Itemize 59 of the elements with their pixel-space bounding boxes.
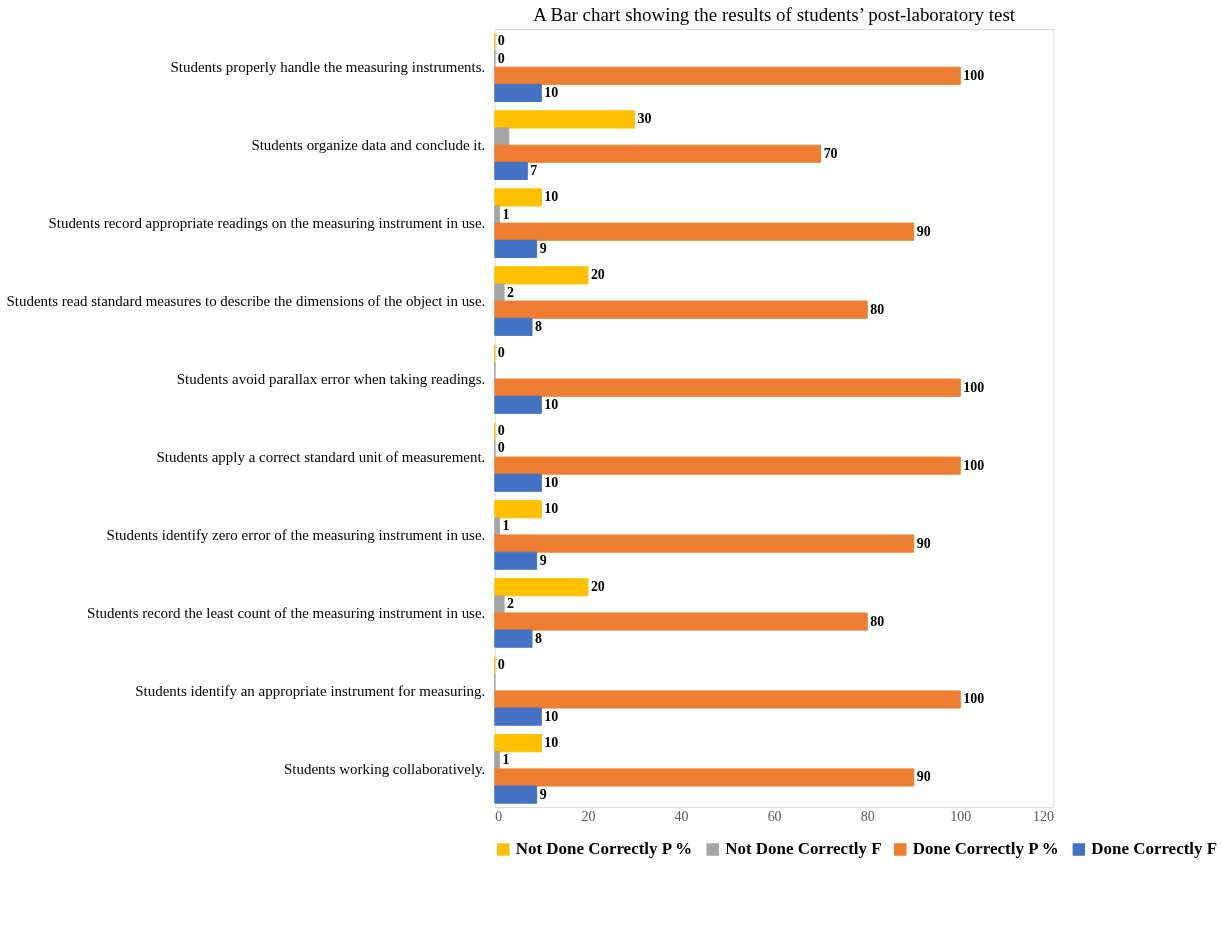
x-tick-label: 60 bbox=[767, 808, 782, 824]
data-label: 10 bbox=[544, 396, 559, 412]
data-label: 1 bbox=[502, 206, 510, 222]
data-label: 10 bbox=[544, 708, 559, 724]
data-label: 8 bbox=[535, 630, 543, 646]
chart-title: A Bar chart showing the results of students’ post-laboratory test bbox=[533, 4, 1016, 26]
legend-label: Done Correctly P % bbox=[912, 839, 1059, 859]
legend-label: Done Correctly F bbox=[1091, 839, 1218, 859]
y-tick-label: Students read standard measures to describe the dimensions of the object in use. bbox=[6, 293, 486, 310]
data-label: 7 bbox=[530, 162, 538, 178]
data-label: 20 bbox=[590, 579, 605, 595]
data-label: 1 bbox=[502, 752, 510, 768]
legend-label: Not Done Correctly F bbox=[725, 839, 882, 859]
data-label: 0 bbox=[497, 440, 505, 456]
data-label: 80 bbox=[870, 301, 885, 317]
y-tick-label: Students working collaboratively. bbox=[284, 760, 486, 777]
x-tick-label: 40 bbox=[674, 808, 689, 824]
data-label: 2 bbox=[507, 284, 515, 300]
data-label: 0 bbox=[497, 657, 505, 673]
data-label: 100 bbox=[963, 379, 985, 395]
y-tick-label: Students record the least count of the measuring instrument in use. bbox=[87, 604, 486, 621]
y-tick-label: Students identify an appropriate instrument for measuring. bbox=[135, 682, 486, 699]
x-tick-label: 120 bbox=[1032, 808, 1054, 824]
data-label: 20 bbox=[590, 267, 605, 283]
data-label: 0 bbox=[497, 50, 505, 66]
x-tick-label: 100 bbox=[950, 808, 972, 824]
data-label: 90 bbox=[916, 769, 931, 785]
data-label: 0 bbox=[497, 33, 505, 49]
data-label: 10 bbox=[544, 84, 559, 100]
data-label: 100 bbox=[963, 691, 985, 707]
data-label: 100 bbox=[963, 457, 985, 473]
x-tick-label: 0 bbox=[495, 808, 503, 824]
data-label: 9 bbox=[539, 240, 547, 256]
y-tick-label: Students apply a correct standard unit of measurement. bbox=[156, 449, 486, 465]
data-label: 10 bbox=[544, 501, 559, 517]
data-label: 2 bbox=[507, 596, 515, 612]
x-tick-label: 80 bbox=[860, 808, 875, 824]
x-tick-label: 20 bbox=[581, 808, 596, 824]
data-label: 10 bbox=[544, 735, 559, 751]
data-label: 0 bbox=[497, 345, 505, 361]
data-label: 9 bbox=[539, 786, 547, 802]
data-label: 100 bbox=[963, 67, 985, 83]
legend-label: Not Done Correctly P % bbox=[515, 839, 693, 859]
data-label: 8 bbox=[535, 318, 543, 334]
data-label: 0 bbox=[497, 423, 505, 439]
y-tick-label: Students organize data and conclude it. bbox=[251, 137, 486, 154]
data-label: 90 bbox=[916, 535, 931, 551]
y-tick-label: Students identify zero error of the measuring instrument in use. bbox=[106, 526, 486, 543]
data-label: 1 bbox=[502, 518, 510, 534]
y-tick-label: Students properly handle the measuring instruments. bbox=[170, 59, 486, 76]
data-label: 90 bbox=[916, 223, 931, 239]
data-label: 30 bbox=[637, 111, 652, 127]
y-tick-label: Students avoid parallax error when taking readings. bbox=[176, 371, 486, 388]
data-label: 70 bbox=[823, 145, 838, 161]
y-tick-label: Students record appropriate readings on the measuring instrument in use. bbox=[48, 215, 486, 232]
data-label: 9 bbox=[539, 552, 547, 568]
data-label: 80 bbox=[870, 613, 885, 629]
data-label: 10 bbox=[544, 189, 559, 205]
data-label: 10 bbox=[544, 474, 559, 490]
